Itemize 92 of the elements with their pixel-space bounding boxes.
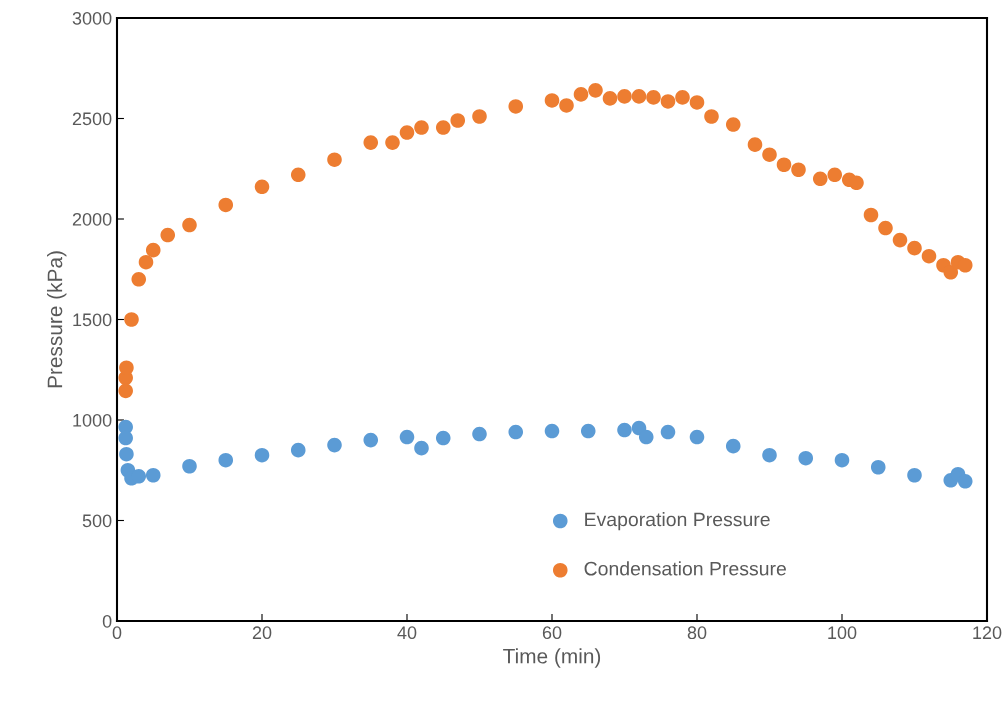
point [399, 125, 415, 140]
y-tick-label: 0 [102, 614, 112, 628]
point [182, 458, 197, 474]
point [602, 91, 618, 106]
point [580, 423, 596, 439]
point [290, 442, 306, 458]
x-tick-label: 0 [112, 626, 122, 640]
point [218, 197, 234, 213]
point [131, 272, 147, 287]
x-tick-label: 120 [973, 626, 1002, 640]
point [363, 135, 379, 150]
point [472, 426, 487, 442]
y-tick-label: 3000 [72, 11, 112, 25]
point [118, 383, 133, 399]
point [762, 147, 777, 162]
point [631, 89, 647, 104]
point [849, 175, 864, 191]
point [182, 217, 197, 233]
point [254, 179, 270, 195]
point [145, 242, 161, 258]
point [385, 135, 400, 150]
point [776, 157, 792, 173]
point [907, 240, 922, 256]
y-tick-label: 500 [82, 514, 112, 528]
point [119, 360, 134, 376]
point [907, 467, 922, 483]
point [327, 437, 342, 453]
point [124, 312, 139, 327]
x-tick-label: 80 [687, 626, 707, 640]
point [762, 447, 777, 463]
y-axis-title: Pressure (kPa) [47, 251, 67, 388]
point [617, 89, 632, 104]
point [892, 232, 908, 248]
x-tick-label: 40 [397, 626, 417, 640]
x-tick-label: 60 [542, 626, 562, 640]
point [138, 254, 154, 270]
legend-label: Condensation Pressure [584, 561, 786, 576]
y-tick-label: 1000 [73, 413, 112, 427]
point [472, 109, 487, 124]
point [791, 162, 806, 178]
point [617, 422, 632, 438]
point [363, 432, 379, 448]
point [689, 429, 705, 445]
point [218, 452, 234, 468]
point [145, 467, 161, 483]
point [957, 257, 973, 273]
point [798, 450, 814, 466]
point [834, 452, 850, 468]
y-tick-label: 2500 [72, 112, 112, 126]
point [725, 438, 741, 454]
y-tick-label: 2000 [72, 212, 112, 226]
point [675, 90, 690, 105]
point [878, 220, 893, 236]
point [747, 137, 763, 152]
point [957, 474, 973, 489]
point [290, 167, 306, 183]
point [399, 429, 415, 445]
x-axis-title: Time (min) [503, 648, 601, 668]
x-tick-label: 20 [252, 626, 272, 640]
y-tick-label: 1500 [73, 313, 112, 327]
point [725, 117, 741, 132]
point [508, 99, 524, 114]
point [660, 94, 676, 109]
point [863, 207, 879, 223]
point [435, 120, 451, 135]
point [646, 90, 661, 105]
point [327, 152, 342, 167]
point [414, 440, 429, 456]
point [638, 429, 654, 445]
point [544, 423, 560, 439]
point [704, 109, 719, 124]
point [118, 430, 133, 446]
legend-label: Evaporation Pressure [585, 512, 770, 531]
x-tick-label: 100 [828, 626, 857, 640]
point [414, 120, 429, 135]
point [119, 446, 134, 462]
point [827, 167, 843, 183]
point [160, 227, 176, 243]
point [450, 113, 466, 128]
point [573, 87, 589, 102]
point [943, 264, 959, 280]
point [508, 424, 524, 440]
point [254, 447, 270, 463]
point [689, 95, 705, 110]
point [544, 93, 560, 108]
point [660, 424, 676, 440]
point [870, 459, 886, 475]
point [588, 83, 603, 98]
point [921, 248, 937, 264]
point [435, 430, 451, 446]
point [559, 98, 574, 113]
point [812, 171, 828, 187]
